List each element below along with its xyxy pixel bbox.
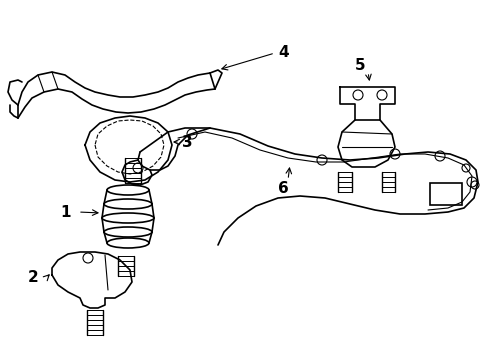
Text: 1: 1 <box>60 204 70 220</box>
Bar <box>429 183 461 205</box>
Text: 2: 2 <box>28 270 39 285</box>
Text: 6: 6 <box>278 180 288 195</box>
Text: 5: 5 <box>354 58 365 72</box>
Text: 3: 3 <box>182 135 192 149</box>
Text: 4: 4 <box>278 45 288 59</box>
